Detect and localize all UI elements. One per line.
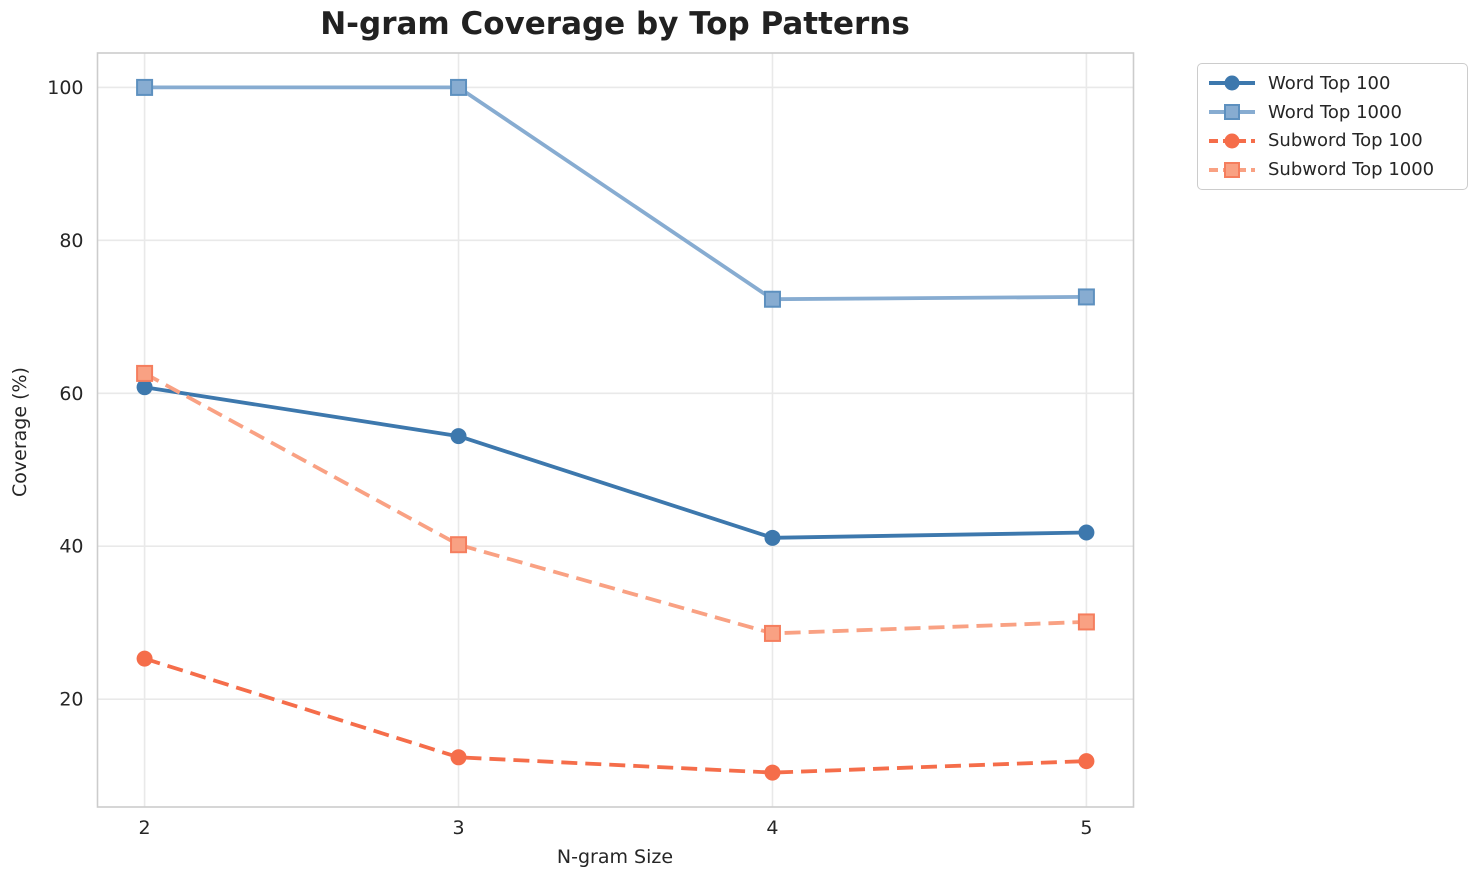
data-point [136, 379, 153, 396]
data-point [1077, 288, 1095, 306]
legend-marker-icon [1224, 75, 1240, 91]
legend-handle-icon [1209, 75, 1255, 91]
legend: Word Top 100 Word Top 1000 Subword Top 100… [1197, 63, 1468, 190]
x-tick-label: 5 [1080, 817, 1092, 839]
data-point [763, 290, 781, 308]
y-tick-label: 20 [59, 689, 83, 711]
legend-handle-icon [1209, 104, 1255, 121]
legend-row: Word Top 100 [1208, 69, 1457, 97]
data-point [1078, 753, 1095, 770]
legend-label: Word Top 100 [1268, 72, 1391, 94]
x-tick-label: 3 [452, 817, 464, 839]
data-point [136, 650, 153, 667]
series-line-3 [143, 371, 1087, 636]
data-point [450, 536, 468, 554]
legend-marker-icon [1224, 133, 1240, 149]
legend-label: Word Top 1000 [1268, 101, 1402, 123]
legend-marker-icon [1224, 104, 1240, 121]
data-point [450, 428, 467, 445]
data-point [1077, 613, 1095, 631]
y-tick-label: 40 [59, 536, 83, 558]
legend-label: Subword Top 1000 [1268, 159, 1435, 181]
y-tick-label: 60 [59, 383, 83, 405]
y-tick-label: 80 [59, 230, 83, 252]
x-tick-label: 2 [139, 817, 151, 839]
legend-marker-icon [1224, 161, 1240, 178]
x-axis-label: N-gram Size [556, 846, 674, 868]
legend-row: Word Top 1000 [1208, 98, 1457, 126]
plot-background [97, 53, 1134, 807]
legend-label: Subword Top 100 [1268, 130, 1423, 152]
legend-handle-icon [1209, 133, 1255, 149]
data-point [764, 529, 781, 546]
legend-row: Subword Top 1000 [1208, 156, 1457, 184]
x-tick-label: 4 [766, 817, 778, 839]
data-point [450, 78, 468, 96]
data-point [136, 78, 154, 96]
data-point [1078, 524, 1095, 541]
data-point [763, 624, 781, 642]
series-line-0 [144, 385, 1087, 540]
axes-frame [96, 52, 1135, 808]
data-point [136, 364, 154, 382]
y-tick-label: 100 [47, 77, 83, 99]
data-point [450, 749, 467, 766]
series-line-1 [144, 85, 1087, 302]
series-line-2 [144, 656, 1087, 775]
chart-title: N-gram Coverage by Top Patterns [320, 6, 910, 42]
data-point [764, 764, 781, 781]
legend-row: Subword Top 100 [1208, 127, 1457, 155]
legend-handle-icon [1209, 161, 1255, 178]
